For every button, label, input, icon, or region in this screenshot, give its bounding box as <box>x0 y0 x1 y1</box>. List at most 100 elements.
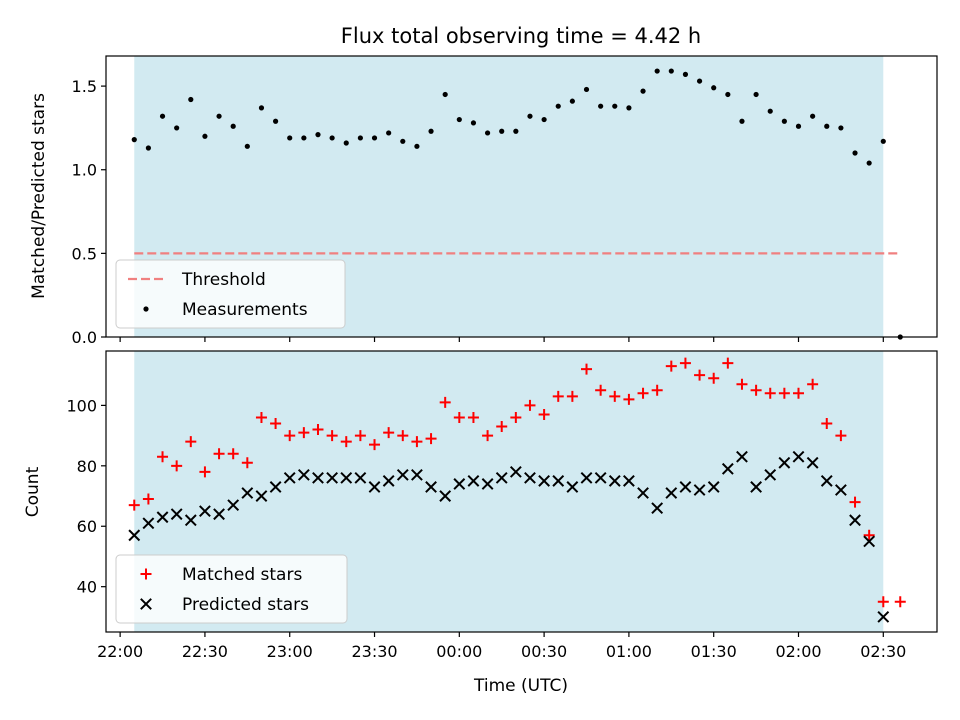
legend-label: Threshold <box>181 270 266 290</box>
data-point <box>145 145 151 151</box>
data-point <box>877 596 889 608</box>
data-point <box>792 450 805 463</box>
data-point <box>255 490 268 502</box>
data-point <box>284 430 296 442</box>
data-point <box>272 118 279 124</box>
data-point <box>637 387 649 399</box>
x-tick-label: 23:00 <box>267 642 313 661</box>
x-axis-label: Time (UTC) <box>473 676 568 696</box>
data-point <box>849 514 861 527</box>
data-point <box>665 487 678 499</box>
data-point <box>566 390 578 402</box>
series-predicted-stars <box>128 450 890 623</box>
data-point <box>216 113 222 119</box>
data-point <box>623 475 635 487</box>
legend-label: Matched stars <box>182 565 302 585</box>
data-point <box>258 105 265 111</box>
data-point <box>583 86 590 93</box>
data-point <box>383 427 395 439</box>
x-tick-label: 00:00 <box>436 642 482 661</box>
data-point <box>793 387 804 399</box>
y-tick-label: 0.0 <box>72 328 97 347</box>
data-point <box>213 508 225 521</box>
data-point <box>651 502 664 515</box>
data-point <box>453 478 466 490</box>
data-point <box>244 143 250 149</box>
data-point <box>131 137 137 143</box>
data-point <box>513 128 519 134</box>
y-tick-label: 1.5 <box>72 77 97 96</box>
data-point <box>170 508 183 521</box>
data-point <box>569 98 575 104</box>
legend-box <box>115 554 348 624</box>
data-point <box>654 68 660 74</box>
data-point <box>484 130 491 136</box>
data-point <box>835 430 847 442</box>
y-tick-label: 0.5 <box>72 244 97 263</box>
data-point <box>496 421 508 433</box>
x-tick-label: 02:00 <box>775 642 821 661</box>
data-point <box>581 363 593 375</box>
data-point <box>184 514 197 527</box>
data-point <box>269 481 282 493</box>
data-point <box>297 468 310 481</box>
data-point <box>340 471 353 484</box>
data-point <box>764 387 776 399</box>
data-point <box>174 125 180 131</box>
data-point <box>213 448 225 460</box>
ratio-panel: 0.0 0.5 1.0 1.5 Threshold Measurements <box>72 55 938 347</box>
data-point <box>326 430 338 442</box>
data-point <box>552 475 565 487</box>
data-point <box>287 135 293 141</box>
data-point <box>510 411 522 423</box>
y-tick-label: 60 <box>77 517 97 536</box>
data-point <box>696 78 703 84</box>
data-point <box>467 475 480 487</box>
data-point <box>722 357 734 369</box>
data-point <box>682 71 689 77</box>
data-point <box>580 471 593 484</box>
data-point <box>651 384 663 396</box>
y-tick-label: 40 <box>77 578 97 597</box>
data-point <box>834 484 847 496</box>
x-tick-label: 22:00 <box>97 642 143 661</box>
x-tick-label: 01:00 <box>606 642 652 661</box>
data-point <box>877 610 890 623</box>
data-point <box>159 113 166 119</box>
data-point <box>142 493 154 505</box>
data-point <box>128 499 140 511</box>
y-tick-label: 1.0 <box>72 161 97 180</box>
data-point <box>312 424 324 436</box>
data-point <box>821 418 833 430</box>
legend-key <box>143 306 149 312</box>
top-y-axis-label: Matched/Predicted stars <box>29 93 49 299</box>
data-point <box>343 140 349 146</box>
data-point <box>739 118 745 124</box>
data-point <box>241 487 254 499</box>
data-point <box>414 143 420 149</box>
data-point <box>301 135 307 141</box>
data-point <box>795 123 802 129</box>
data-point <box>866 160 872 166</box>
series-matched-stars <box>128 357 906 608</box>
data-point <box>566 481 579 493</box>
data-point <box>439 490 452 502</box>
data-point <box>693 484 706 496</box>
data-point <box>411 436 423 448</box>
data-point <box>750 384 762 396</box>
data-point <box>721 462 734 475</box>
data-point <box>199 466 211 478</box>
data-point <box>188 96 194 103</box>
data-point <box>679 481 692 493</box>
data-point <box>778 387 790 399</box>
data-point <box>820 475 833 487</box>
data-point <box>838 125 844 131</box>
data-point <box>354 471 367 484</box>
series-measurements <box>131 68 903 340</box>
data-point <box>711 85 717 91</box>
data-point <box>230 123 236 129</box>
data-point <box>241 457 253 469</box>
data-point <box>849 496 861 508</box>
y-tick-label: 80 <box>77 457 97 476</box>
data-point <box>595 384 607 396</box>
